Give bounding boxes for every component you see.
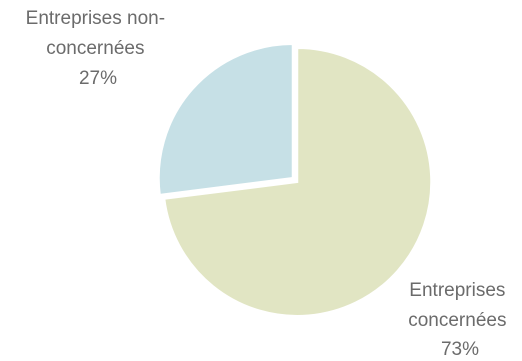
slice-label-concernees-line-1: Entreprises bbox=[409, 280, 505, 301]
slice-label-concernees: Entreprises concernées 73% bbox=[408, 280, 512, 360]
slice-label-non-concernees-percent: 27% bbox=[79, 68, 117, 89]
slice-label-non-concernees-line-2: concernées bbox=[46, 38, 144, 59]
slice-label-concernees-percent: 73% bbox=[441, 339, 479, 360]
pie-slice-concernees bbox=[163, 46, 433, 317]
pie-slices bbox=[157, 43, 433, 317]
slice-label-non-concernees: Entreprises non- concernées 27% bbox=[26, 8, 171, 89]
slice-label-non-concernees-line-1: Entreprises non- bbox=[26, 8, 165, 29]
pie-slice-non-concernees bbox=[157, 43, 294, 196]
slice-label-concernees-line-2: concernées bbox=[408, 310, 506, 331]
